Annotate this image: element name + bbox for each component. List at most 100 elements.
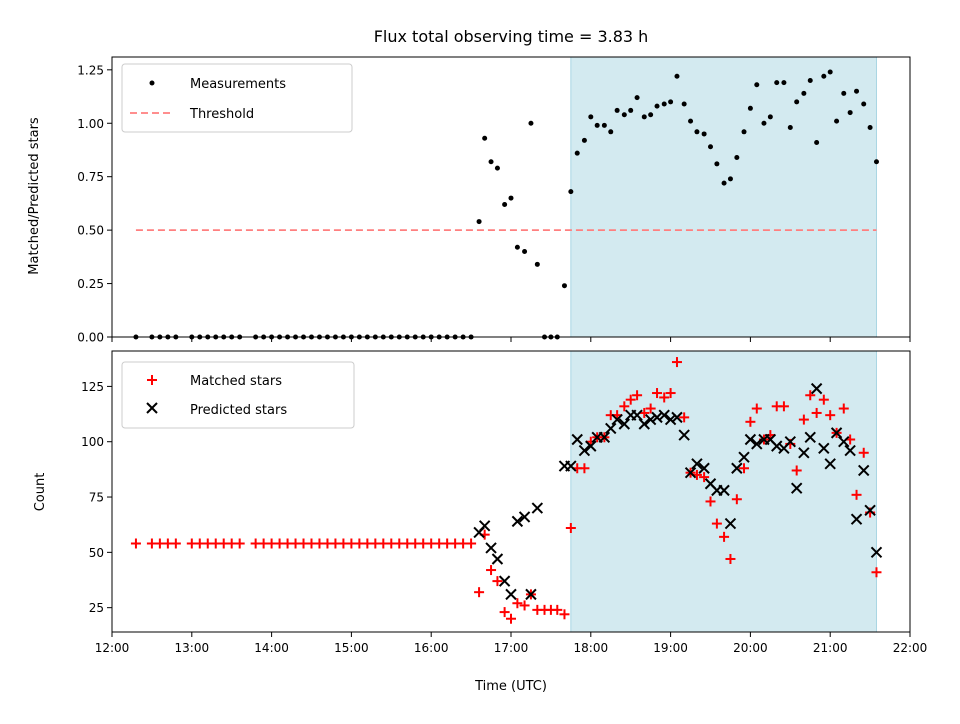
matched-point: [579, 463, 590, 474]
measurement-point: [861, 101, 867, 107]
measurement-point: [854, 88, 860, 94]
x-tick-label: 21:00: [813, 641, 848, 655]
measurement-point: [621, 112, 627, 118]
measurement-point: [827, 69, 833, 75]
matched-point: [711, 518, 722, 529]
measurement-point: [528, 120, 534, 126]
predicted-point: [611, 413, 623, 426]
measurement-point: [601, 122, 607, 128]
matched-point: [474, 587, 485, 598]
matched-point: [838, 403, 849, 414]
matched-point: [745, 416, 756, 427]
measurement-point: [514, 244, 520, 250]
measurement-point: [761, 120, 767, 126]
predicted-point: [511, 515, 524, 528]
legend-matched-marker: [147, 375, 157, 385]
matched-point: [858, 447, 869, 458]
matched-point: [512, 598, 523, 609]
predicted-point: [571, 433, 583, 446]
predicted-point: [505, 588, 517, 601]
measurement-point: [834, 118, 840, 124]
measurement-point: [614, 107, 620, 113]
measurement-point: [814, 139, 820, 145]
top-legend-box: [121, 63, 353, 133]
measurement-point: [674, 73, 680, 79]
bottom-y-tick-label: 25: [89, 601, 104, 615]
matched-point: [565, 523, 576, 534]
measurement-point: [727, 176, 733, 182]
measurement-point: [801, 90, 807, 96]
bottom-y-tick-label: 50: [89, 546, 104, 560]
measurement-point: [502, 201, 508, 207]
predicted-point: [691, 458, 703, 470]
predicted-point: [731, 462, 743, 474]
legend-predicted-label: Predicted stars: [190, 403, 287, 418]
measurement-point: [807, 78, 813, 84]
matched-point: [559, 609, 570, 620]
measurement-point: [701, 131, 707, 137]
measurement-point: [867, 125, 873, 131]
measurement-point: [581, 137, 587, 143]
top-y-tick-label: 1.00: [77, 117, 104, 131]
matched-point: [751, 403, 762, 414]
predicted-point: [751, 438, 763, 450]
x-tick-label: 15:00: [334, 641, 369, 655]
matched-point: [739, 463, 750, 474]
measurement-point: [741, 129, 747, 135]
predicted-point: [525, 588, 537, 601]
predicted-point: [618, 418, 631, 430]
predicted-point: [790, 482, 803, 494]
matched-point: [170, 538, 181, 549]
measurement-point: [708, 144, 713, 150]
x-tick-label: 20:00: [733, 641, 768, 655]
measurement-point: [628, 107, 634, 113]
measurement-point: [668, 99, 674, 105]
x-tick-label: 19:00: [653, 641, 688, 655]
predicted-point: [684, 466, 697, 479]
matched-point: [652, 388, 663, 399]
top-legend: Measurements Threshold: [121, 63, 353, 133]
measurement-point: [476, 219, 482, 225]
measurement-point: [634, 95, 640, 101]
measurement-point: [641, 114, 647, 120]
measurement-point: [482, 135, 488, 141]
predicted-point: [724, 517, 737, 530]
top-y-axis-label: Matched/Predicted stars: [27, 117, 42, 275]
matched-point: [466, 538, 477, 549]
matched-point: [731, 494, 742, 505]
measurement-point: [747, 105, 753, 111]
measurement-point: [767, 114, 773, 120]
measurement-point: [787, 125, 793, 131]
top-panel: 0.00 0.25 0.50 0.75 1.00 1.25 Matched/Predict…: [27, 56, 911, 345]
predicted-point: [838, 436, 850, 448]
predicted-point: [818, 442, 830, 455]
bottom-y-ticks: 25 50 75 100 125: [81, 380, 112, 615]
matched-point: [625, 394, 636, 405]
x-tick-label: 13:00: [175, 641, 210, 655]
measurement-point: [841, 90, 847, 96]
predicted-point: [844, 444, 856, 457]
measurement-point: [847, 110, 853, 116]
measurement-point: [588, 114, 594, 120]
predicted-point: [738, 451, 750, 463]
matched-point: [798, 414, 809, 425]
matched-point: [725, 553, 736, 564]
predicted-point: [810, 382, 823, 395]
predicted-point: [830, 427, 843, 439]
x-tick-label: 18:00: [574, 641, 609, 655]
predicted-point: [718, 484, 730, 497]
legend-matched-label: Matched stars: [190, 374, 282, 389]
top-y-tick-label: 0.25: [77, 277, 104, 291]
top-y-tick-label: 0.50: [77, 224, 104, 238]
predicted-point: [651, 411, 663, 424]
bottom-panel: 25 50 75 100 125 12:00 13:00 14:00 15:00 16:00 17…: [33, 350, 927, 694]
matched-point: [818, 394, 829, 405]
predicted-point: [598, 431, 611, 443]
predicted-point: [678, 429, 690, 441]
matched-point: [671, 357, 682, 368]
matched-point: [719, 531, 730, 542]
predicted-point: [804, 431, 816, 443]
predicted-point: [478, 520, 491, 532]
predicted-point: [698, 462, 710, 474]
